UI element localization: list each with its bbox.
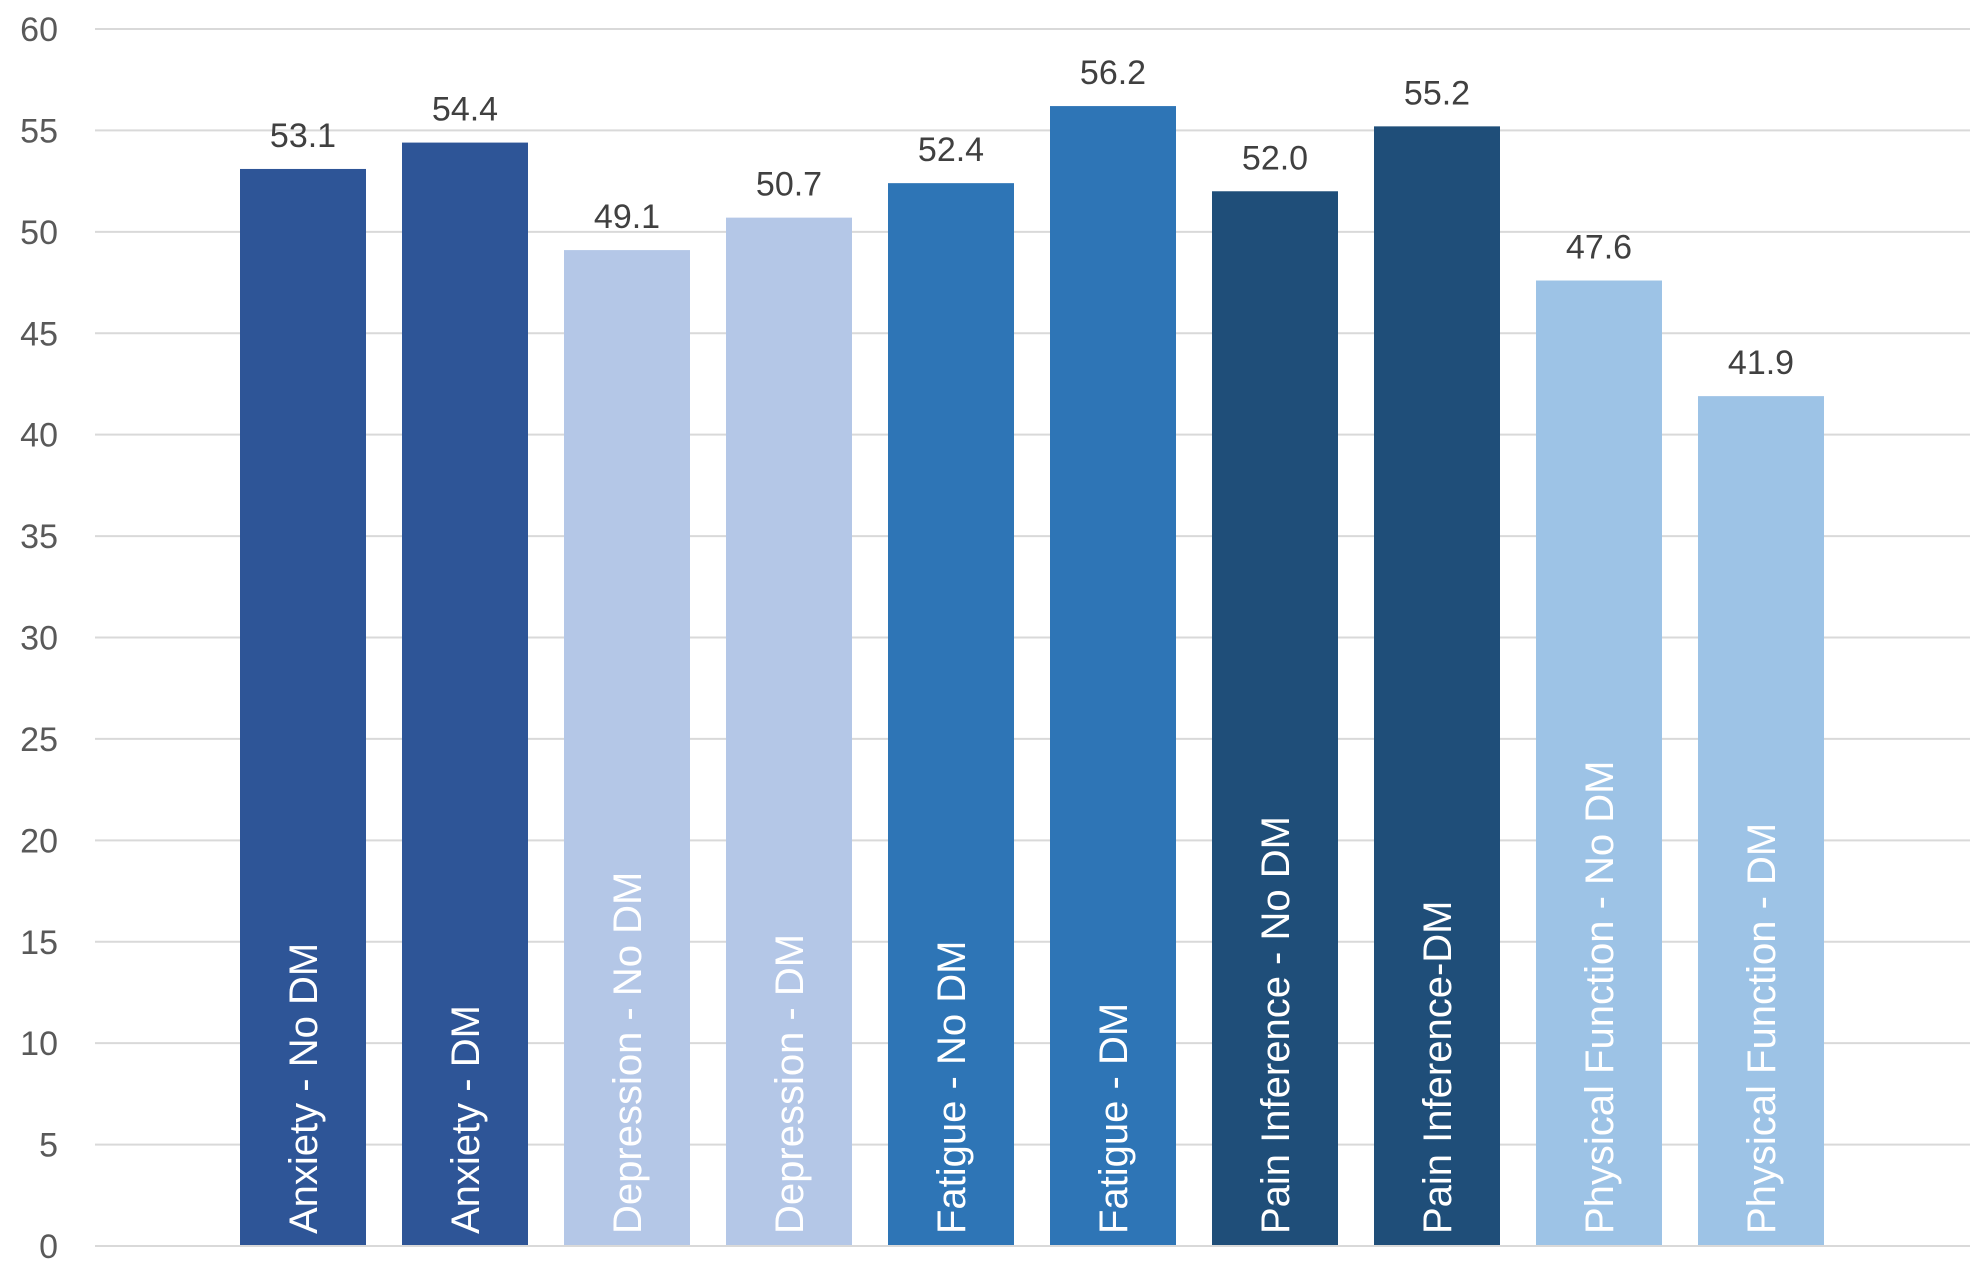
category-label: Fatigue - No DM [930, 941, 974, 1234]
bar [1698, 396, 1824, 1247]
y-tick-label: 60 [20, 11, 58, 49]
category-labels: Anxiety - No DM Anxiety - DM Depression - … [282, 761, 1784, 1234]
y-tick-label: 25 [20, 721, 58, 759]
bar [1374, 126, 1500, 1247]
data-label: 56.2 [1080, 54, 1146, 92]
y-tick-label: 45 [20, 315, 58, 353]
y-tick-label: 15 [20, 924, 58, 962]
y-tick-label: 5 [39, 1127, 58, 1165]
category-label: Physical Function - DM [1740, 823, 1784, 1234]
data-label: 52.0 [1242, 139, 1308, 177]
data-label: 47.6 [1566, 229, 1632, 267]
y-tick-label: 10 [20, 1025, 58, 1063]
data-label: 55.2 [1404, 74, 1470, 112]
bar [564, 250, 690, 1247]
category-label: Physical Function - No DM [1578, 761, 1622, 1234]
bar [402, 142, 528, 1246]
data-label: 53.1 [270, 117, 336, 155]
y-tick-label: 40 [20, 417, 58, 455]
data-label: 54.4 [432, 91, 498, 129]
data-labels: 53.1 54.4 49.1 50.7 52.4 56.2 52.0 55.2 47.6 41.9 [270, 54, 1794, 382]
bar [888, 183, 1014, 1247]
category-label: Anxiety - No DM [282, 943, 326, 1234]
data-label: 50.7 [756, 166, 822, 204]
bar [1050, 106, 1176, 1247]
bar [1536, 280, 1662, 1247]
category-label: Fatigue - DM [1092, 1003, 1136, 1234]
bar [1212, 191, 1338, 1247]
y-tick-label: 30 [20, 620, 58, 658]
y-tick-label: 35 [20, 518, 58, 556]
bars [240, 106, 1824, 1247]
category-label: Depression - DM [768, 934, 812, 1234]
y-tick-label: 55 [20, 112, 58, 150]
category-label: Pain Inference-DM [1416, 901, 1460, 1234]
data-label: 52.4 [918, 131, 984, 169]
y-tick-label: 0 [39, 1228, 58, 1266]
y-axis-tick-labels: 0 5 10 15 20 25 30 35 40 45 50 55 60 [20, 11, 58, 1266]
y-tick-label: 50 [20, 214, 58, 252]
y-tick-label: 20 [20, 822, 58, 860]
data-label: 49.1 [594, 198, 660, 236]
category-label: Pain Inference - No DM [1254, 816, 1298, 1234]
data-label: 41.9 [1728, 344, 1794, 382]
category-label: Anxiety - DM [444, 1005, 488, 1234]
bar [240, 168, 366, 1247]
gridlines [95, 28, 1970, 1146]
bar [726, 217, 852, 1246]
category-label: Depression - No DM [606, 872, 650, 1234]
